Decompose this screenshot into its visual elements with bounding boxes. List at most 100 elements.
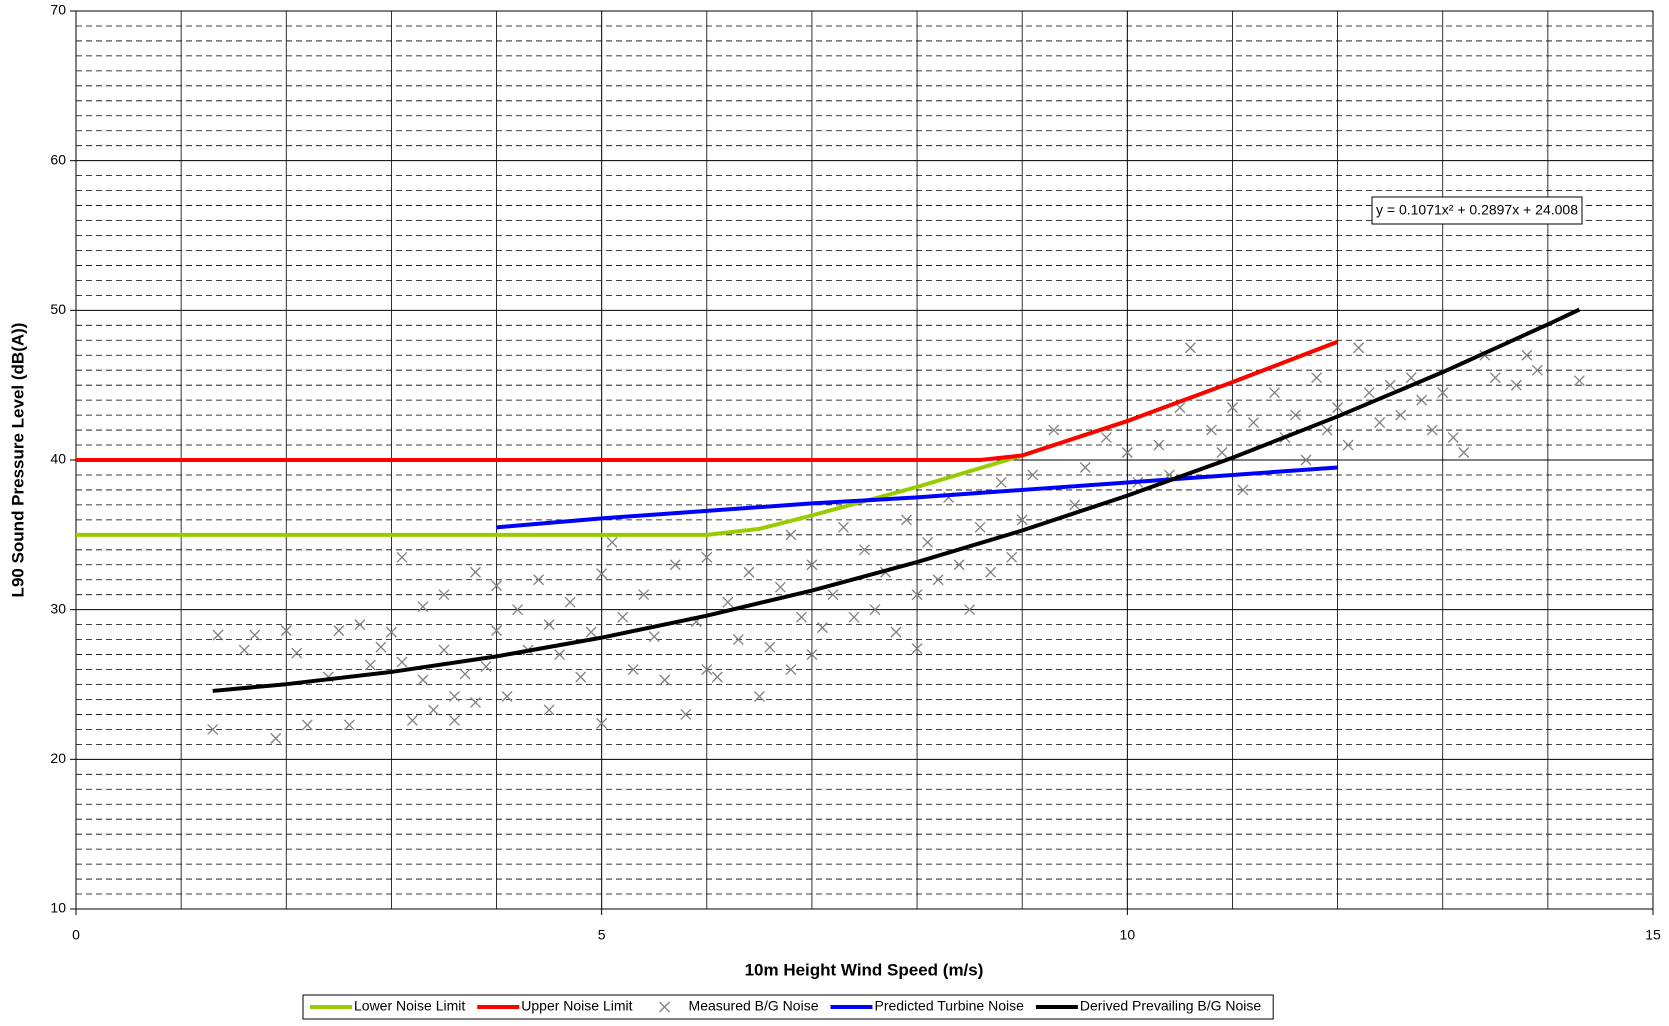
scatter-point <box>785 529 797 541</box>
scatter-point <box>974 521 986 533</box>
scatter-point <box>838 521 849 533</box>
scatter-point <box>333 625 345 637</box>
scatter-point <box>291 647 303 659</box>
scatter-point <box>417 674 429 686</box>
scatter-point <box>764 641 776 653</box>
x-tick-label: 0 <box>72 927 80 943</box>
scatter-point <box>1342 439 1354 451</box>
x-tick-label: 10 <box>1120 927 1136 943</box>
scatter-point <box>470 566 481 578</box>
legend-label: Lower Noise Limit <box>354 998 465 1014</box>
scatter-point <box>680 708 692 720</box>
scatter-point <box>1184 342 1196 354</box>
scatter-point <box>364 659 376 671</box>
scatter-point <box>1363 387 1375 399</box>
scatter-point <box>1395 409 1407 421</box>
scatter-point <box>995 476 1007 488</box>
scatter-point <box>911 643 923 655</box>
scatter-point <box>932 574 944 586</box>
scatter-point <box>1027 469 1039 481</box>
scatter-point <box>722 596 734 608</box>
scatter-point <box>427 704 439 716</box>
y-tick-label: 70 <box>50 2 66 18</box>
scatter-point <box>816 622 828 634</box>
scatter-point <box>1416 394 1428 406</box>
scatter-point <box>543 619 555 631</box>
scatter-point <box>732 634 744 646</box>
scatter-point <box>890 626 902 638</box>
scatter-point <box>249 629 261 641</box>
scatter-point <box>238 644 250 656</box>
scatter-point <box>459 668 471 680</box>
scatter-point <box>280 625 292 637</box>
scatter-point <box>1216 447 1228 458</box>
scatter-point <box>270 732 282 744</box>
y-tick-label: 30 <box>50 600 66 616</box>
scatter-point <box>1321 424 1333 436</box>
series-line <box>496 465 1338 530</box>
y-tick-label: 60 <box>50 151 66 167</box>
scatter-point <box>1069 499 1081 511</box>
scatter-point <box>491 580 502 592</box>
x-axis-title: 10m Height Wind Speed (m/s) <box>745 960 984 979</box>
scatter-point <box>396 551 408 563</box>
scatter-point <box>1447 432 1459 444</box>
legend-box <box>302 994 1274 1020</box>
scatter-point <box>848 611 860 623</box>
scatter-point <box>985 566 997 578</box>
scatter-point <box>575 671 587 683</box>
scatter-point <box>1048 424 1060 436</box>
scatter-point <box>354 619 366 631</box>
scatter-point <box>301 719 313 731</box>
legend-label: Upper Noise Limit <box>521 998 632 1014</box>
x-tick-label: 5 <box>598 927 606 943</box>
scatter-point <box>964 604 976 616</box>
scatter-point <box>911 589 923 601</box>
scatter-point <box>953 559 965 571</box>
scatter-point <box>711 671 723 683</box>
scatter-point <box>212 629 224 641</box>
scatter-point <box>1300 454 1312 466</box>
scatter-point <box>1237 484 1249 496</box>
scatter-point <box>207 723 219 735</box>
scatter-point <box>1426 424 1438 436</box>
scatter-point <box>785 664 797 675</box>
scatter-point <box>449 714 460 726</box>
scatter-point <box>1573 375 1585 387</box>
scatter-point <box>1079 462 1091 473</box>
scatter-point <box>564 596 576 608</box>
scatter-point <box>827 589 839 601</box>
scatter-point <box>1100 432 1112 444</box>
scatter-point <box>417 601 429 613</box>
y-tick-label: 50 <box>50 301 66 317</box>
scatter-point <box>512 604 524 616</box>
scatter-point <box>1510 379 1522 391</box>
scatter-point <box>438 589 450 601</box>
scatter-point <box>806 559 818 571</box>
scatter-point <box>659 674 671 686</box>
scatter-point <box>491 625 502 637</box>
scatter-point <box>869 604 881 616</box>
scatter-point <box>1006 551 1018 563</box>
scatter-point <box>701 551 713 563</box>
y-tick-label: 10 <box>50 900 66 916</box>
x-tick-label: 15 <box>1645 927 1661 943</box>
scatter-point <box>774 581 786 593</box>
scatter-point <box>806 649 818 661</box>
scatter-point <box>1153 439 1165 451</box>
series-line <box>212 307 1581 693</box>
scatter-point <box>1384 379 1396 391</box>
scatter-point <box>375 641 387 653</box>
y-tick-label: 40 <box>50 451 66 467</box>
scatter-point <box>1227 402 1238 414</box>
y-axis-title: L90 Sound Pressure Level (dB(A)) <box>8 323 27 598</box>
scatter-point <box>648 631 660 643</box>
scatter-point <box>669 559 681 571</box>
scatter-point <box>1531 364 1543 376</box>
scatter-point <box>859 544 870 556</box>
scatter-point <box>901 514 913 526</box>
annotation: y = 0.1071x² + 0.2897x + 24.008 <box>1376 202 1578 218</box>
scatter-point <box>1374 417 1386 429</box>
scatter-point <box>1437 387 1449 399</box>
scatter-point <box>1489 372 1501 384</box>
